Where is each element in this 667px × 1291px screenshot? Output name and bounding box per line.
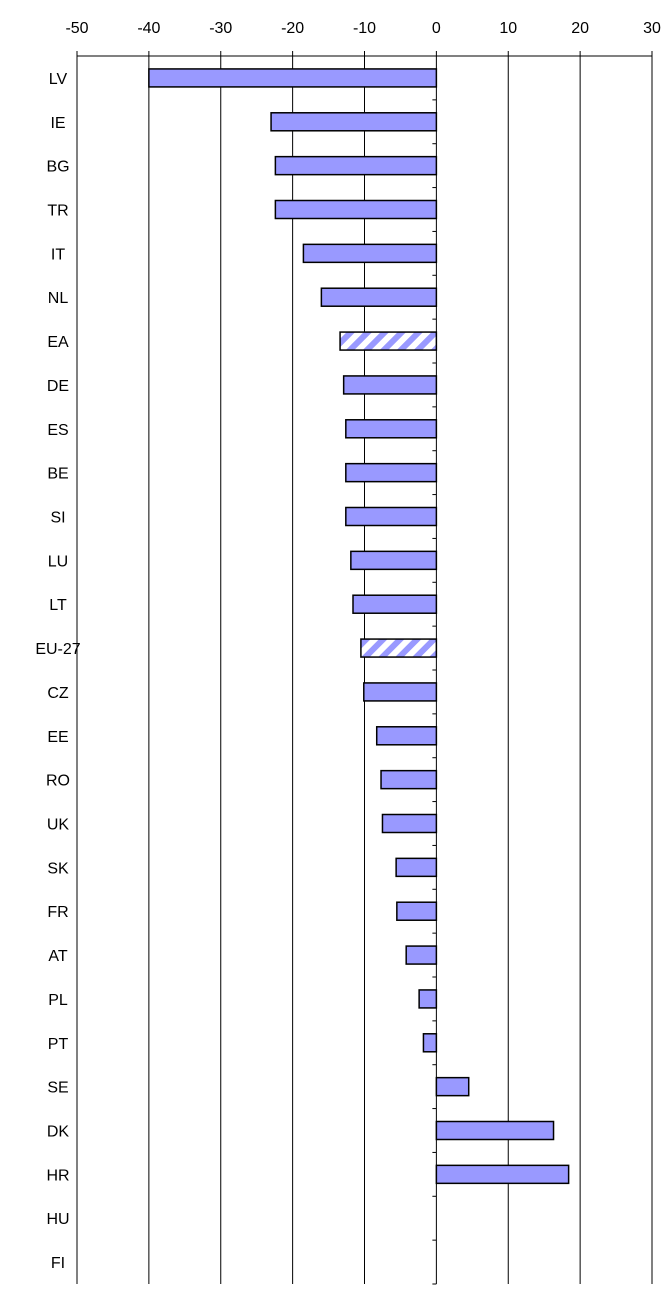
bar: [302, 243, 438, 264]
category-label: NL: [48, 290, 69, 307]
bar: [270, 112, 438, 132]
bar: [345, 506, 438, 527]
x-tick-label: 10: [499, 20, 517, 37]
bar: [352, 594, 438, 614]
category-label: RO: [46, 773, 70, 790]
category-label: SE: [47, 1080, 68, 1097]
category-label: PT: [48, 1036, 69, 1053]
x-tick-label: 20: [571, 20, 589, 37]
category-label: EU-27: [35, 641, 80, 658]
bar: [380, 769, 438, 790]
x-tick-label: -40: [137, 20, 160, 37]
bar: [435, 1076, 470, 1097]
category-label: DE: [47, 378, 69, 395]
x-tick-label: -10: [353, 20, 376, 37]
category-label: IE: [50, 115, 65, 132]
bar: [395, 857, 438, 878]
x-tick-label: -30: [209, 20, 232, 37]
category-label: IT: [51, 246, 65, 263]
bar: [274, 155, 438, 176]
bar-aggregate: [339, 331, 438, 351]
category-label: LU: [48, 553, 68, 570]
bar: [148, 68, 438, 88]
bar: [320, 287, 438, 307]
category-label: ES: [47, 422, 68, 439]
bar: [422, 1033, 438, 1053]
bars: [148, 68, 570, 1185]
category-label: BG: [46, 159, 69, 176]
bar: [396, 901, 438, 921]
category-label: HR: [46, 1167, 69, 1184]
category-label: EE: [47, 729, 68, 746]
category-label: SI: [50, 510, 65, 527]
category-label: EA: [47, 334, 69, 351]
category-label: UK: [47, 817, 70, 834]
category-label: HU: [46, 1211, 69, 1228]
bar: [405, 945, 438, 965]
category-label: SK: [47, 860, 69, 877]
labels: -50 -40 -30 -20 -10 0 10 20 30 LV IE BG TR IT NL EA DE ES…: [35, 20, 661, 1272]
x-tick-label: 30: [643, 20, 661, 37]
bar: [363, 682, 438, 702]
category-label: AT: [48, 948, 67, 965]
category-label: PL: [48, 992, 68, 1009]
category-label: FR: [47, 904, 68, 921]
category-label: BE: [47, 466, 68, 483]
category-label: CZ: [47, 685, 69, 702]
x-tick-label: -20: [281, 20, 304, 37]
x-tick-label: 0: [432, 20, 441, 37]
bar: [435, 1120, 555, 1141]
bar: [345, 419, 438, 439]
bar: [381, 813, 438, 834]
bar: [274, 199, 438, 220]
x-tick-label: -50: [65, 20, 88, 37]
category-label: DK: [47, 1124, 70, 1141]
bar: [418, 989, 438, 1009]
gridlines: [76, 56, 653, 1284]
bar: [345, 462, 438, 483]
bar: [350, 550, 438, 571]
bar: [375, 726, 438, 746]
bar: [342, 375, 438, 395]
category-label: FI: [51, 1255, 65, 1272]
bar-aggregate: [360, 638, 438, 658]
category-label: TR: [47, 203, 68, 220]
category-label: LV: [49, 71, 68, 88]
bar: [435, 1164, 570, 1185]
category-label: LT: [49, 597, 67, 614]
